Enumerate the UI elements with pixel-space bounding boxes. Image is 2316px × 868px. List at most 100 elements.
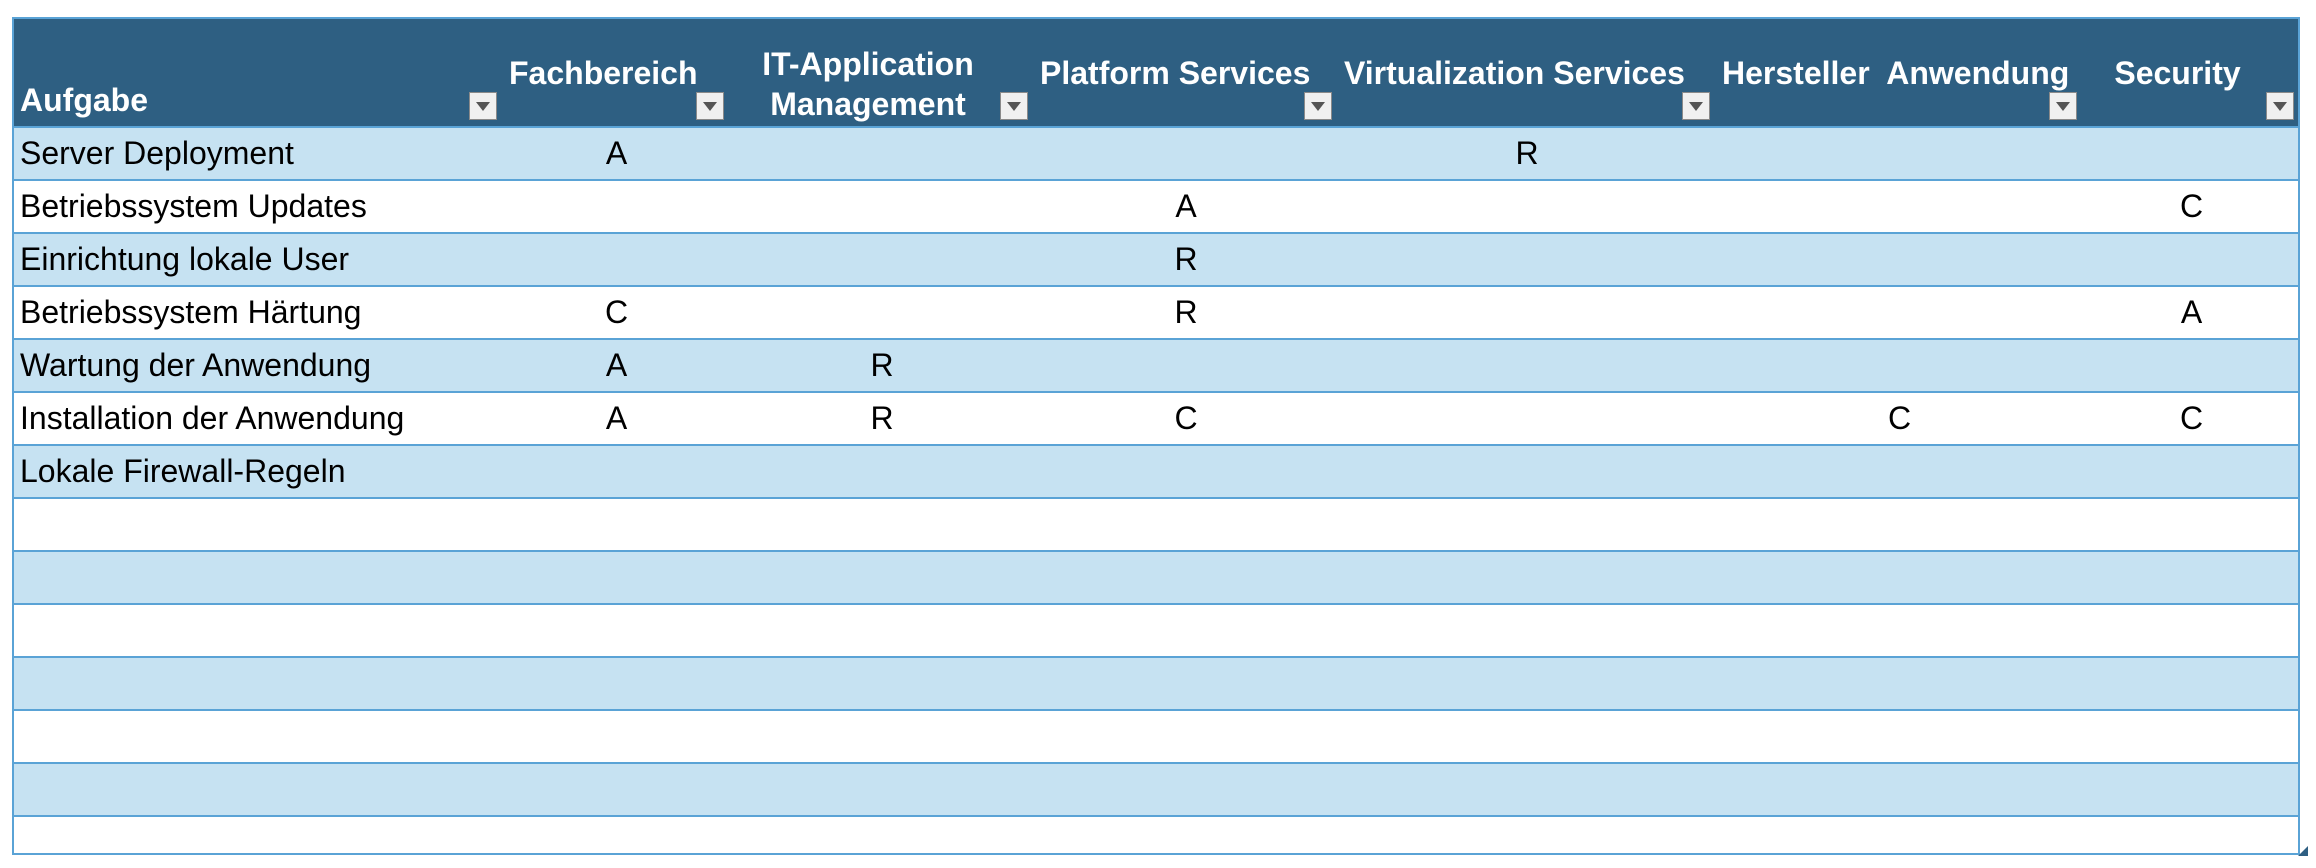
task-cell[interactable] bbox=[12, 656, 503, 710]
raci-cell[interactable] bbox=[1338, 497, 1716, 551]
raci-cell[interactable] bbox=[503, 709, 730, 763]
header-fachbereich[interactable]: Fachbereich bbox=[503, 17, 730, 127]
raci-cell[interactable] bbox=[1034, 709, 1338, 763]
table-resize-handle[interactable] bbox=[2298, 846, 2308, 856]
header-platform-services[interactable]: Platform Services bbox=[1034, 17, 1338, 127]
header-aufgabe[interactable]: Aufgabe bbox=[12, 17, 503, 127]
raci-cell[interactable] bbox=[2083, 762, 2300, 816]
filter-dropdown-icon[interactable] bbox=[1000, 92, 1028, 120]
raci-cell[interactable] bbox=[503, 232, 730, 286]
raci-cell[interactable]: R bbox=[1338, 126, 1716, 180]
raci-cell[interactable]: C bbox=[2083, 179, 2300, 233]
raci-cell[interactable] bbox=[1338, 391, 1716, 445]
raci-cell[interactable] bbox=[1034, 338, 1338, 392]
raci-cell[interactable]: R bbox=[730, 338, 1034, 392]
raci-cell[interactable] bbox=[2083, 550, 2300, 604]
raci-cell[interactable] bbox=[1338, 338, 1716, 392]
header-virtualization-services[interactable]: Virtualization Services bbox=[1338, 17, 1716, 127]
raci-cell[interactable] bbox=[2083, 815, 2300, 868]
raci-cell[interactable]: R bbox=[730, 391, 1034, 445]
raci-cell[interactable] bbox=[2083, 126, 2300, 180]
raci-cell[interactable] bbox=[730, 762, 1034, 816]
task-cell[interactable] bbox=[12, 603, 503, 657]
raci-cell[interactable]: A bbox=[503, 126, 730, 180]
raci-cell[interactable] bbox=[1338, 232, 1716, 286]
header-security[interactable]: Security bbox=[2083, 17, 2300, 127]
filter-dropdown-icon[interactable] bbox=[1304, 92, 1332, 120]
task-cell[interactable] bbox=[12, 815, 503, 868]
raci-cell[interactable] bbox=[730, 126, 1034, 180]
task-cell[interactable]: Betriebssystem Härtung bbox=[12, 285, 503, 339]
header-it-application-management[interactable]: IT-Application Management bbox=[730, 17, 1034, 127]
raci-cell[interactable] bbox=[1716, 656, 2083, 710]
task-cell[interactable] bbox=[12, 709, 503, 763]
task-cell[interactable]: Betriebssystem Updates bbox=[12, 179, 503, 233]
raci-cell[interactable] bbox=[503, 762, 730, 816]
raci-cell[interactable] bbox=[2083, 603, 2300, 657]
raci-cell[interactable] bbox=[1716, 338, 2083, 392]
raci-cell[interactable] bbox=[1034, 603, 1338, 657]
raci-cell[interactable]: R bbox=[1034, 285, 1338, 339]
raci-cell[interactable] bbox=[730, 497, 1034, 551]
raci-cell[interactable] bbox=[1716, 497, 2083, 551]
filter-dropdown-icon[interactable] bbox=[696, 92, 724, 120]
raci-cell[interactable] bbox=[730, 709, 1034, 763]
task-cell[interactable] bbox=[12, 762, 503, 816]
raci-cell[interactable]: C bbox=[1716, 391, 2083, 445]
raci-cell[interactable] bbox=[1338, 285, 1716, 339]
raci-cell[interactable] bbox=[730, 603, 1034, 657]
task-cell[interactable]: Lokale Firewall-Regeln bbox=[12, 444, 503, 498]
raci-cell[interactable]: A bbox=[503, 338, 730, 392]
raci-cell[interactable]: A bbox=[503, 391, 730, 445]
task-cell[interactable]: Einrichtung lokale User bbox=[12, 232, 503, 286]
raci-cell[interactable] bbox=[1716, 444, 2083, 498]
task-cell[interactable]: Wartung der Anwendung bbox=[12, 338, 503, 392]
raci-cell[interactable]: C bbox=[503, 285, 730, 339]
raci-cell[interactable] bbox=[2083, 444, 2300, 498]
raci-cell[interactable] bbox=[1716, 709, 2083, 763]
raci-cell[interactable] bbox=[1716, 603, 2083, 657]
filter-dropdown-icon[interactable] bbox=[1682, 92, 1710, 120]
raci-cell[interactable] bbox=[1034, 815, 1338, 868]
raci-cell[interactable] bbox=[730, 179, 1034, 233]
raci-cell[interactable] bbox=[503, 179, 730, 233]
raci-cell[interactable] bbox=[730, 656, 1034, 710]
raci-cell[interactable] bbox=[503, 656, 730, 710]
task-cell[interactable] bbox=[12, 497, 503, 551]
raci-cell[interactable] bbox=[1716, 179, 2083, 233]
raci-cell[interactable] bbox=[1034, 497, 1338, 551]
raci-cell[interactable] bbox=[1716, 550, 2083, 604]
task-cell[interactable]: Installation der Anwendung bbox=[12, 391, 503, 445]
raci-cell[interactable]: R bbox=[1034, 232, 1338, 286]
raci-cell[interactable] bbox=[2083, 497, 2300, 551]
raci-cell[interactable] bbox=[1338, 815, 1716, 868]
raci-cell[interactable] bbox=[1034, 126, 1338, 180]
raci-cell[interactable] bbox=[1338, 709, 1716, 763]
raci-cell[interactable] bbox=[1034, 656, 1338, 710]
raci-cell[interactable] bbox=[503, 497, 730, 551]
raci-cell[interactable] bbox=[730, 550, 1034, 604]
raci-cell[interactable] bbox=[730, 285, 1034, 339]
filter-dropdown-icon[interactable] bbox=[469, 92, 497, 120]
raci-cell[interactable] bbox=[503, 815, 730, 868]
raci-cell[interactable] bbox=[1338, 656, 1716, 710]
task-cell[interactable]: Server Deployment bbox=[12, 126, 503, 180]
raci-cell[interactable] bbox=[1338, 603, 1716, 657]
raci-cell[interactable] bbox=[1034, 550, 1338, 604]
raci-cell[interactable]: C bbox=[1034, 391, 1338, 445]
raci-cell[interactable] bbox=[1338, 762, 1716, 816]
filter-dropdown-icon[interactable] bbox=[2266, 92, 2294, 120]
raci-cell[interactable] bbox=[2083, 656, 2300, 710]
raci-cell[interactable] bbox=[503, 550, 730, 604]
raci-cell[interactable] bbox=[1716, 232, 2083, 286]
raci-cell[interactable] bbox=[730, 815, 1034, 868]
raci-cell[interactable] bbox=[1034, 444, 1338, 498]
raci-cell[interactable] bbox=[503, 603, 730, 657]
raci-cell[interactable]: A bbox=[1034, 179, 1338, 233]
task-cell[interactable] bbox=[12, 550, 503, 604]
raci-cell[interactable] bbox=[1716, 815, 2083, 868]
filter-dropdown-icon[interactable] bbox=[2049, 92, 2077, 120]
raci-cell[interactable] bbox=[1338, 179, 1716, 233]
raci-cell[interactable] bbox=[1716, 762, 2083, 816]
raci-cell[interactable] bbox=[2083, 338, 2300, 392]
